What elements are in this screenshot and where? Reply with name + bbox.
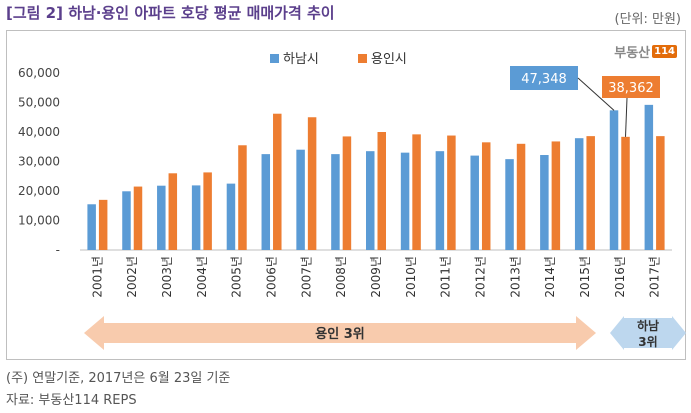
bar-yongin-12 xyxy=(516,143,526,250)
x-tick-label: 2013년 xyxy=(508,256,522,298)
x-tick-label: 2011년 xyxy=(439,256,453,298)
range-label-hanam-2: 3위 xyxy=(638,335,657,349)
bar-yongin-1 xyxy=(133,186,143,250)
bar-yongin-0 xyxy=(98,199,108,250)
bar-yongin-9 xyxy=(412,134,421,250)
x-tick-label: 2003년 xyxy=(160,256,174,298)
bar-hanam-10 xyxy=(435,151,445,250)
bar-hanam-14 xyxy=(574,138,584,250)
bar-hanam-3 xyxy=(191,185,201,250)
bar-hanam-15 xyxy=(609,110,619,251)
x-tick-label: 2017년 xyxy=(648,256,662,298)
source-logo: 부동산 114 xyxy=(614,42,677,61)
callout-box-yongin xyxy=(602,76,660,98)
x-tick-label: 2009년 xyxy=(369,256,383,298)
logo-text: 부동산 xyxy=(614,46,651,61)
x-tick-label: 2015년 xyxy=(578,256,592,298)
x-tick-label: 2001년 xyxy=(90,256,104,298)
callout-line-yongin xyxy=(625,97,628,137)
y-tick-label: - xyxy=(56,243,60,257)
bar-yongin-7 xyxy=(342,136,352,250)
y-tick-label: 30,000 xyxy=(18,155,60,169)
bar-hanam-16 xyxy=(644,104,654,250)
callout-box-hanam xyxy=(510,66,578,90)
x-tick-label: 2016년 xyxy=(613,256,627,298)
callout-line-hanam xyxy=(577,77,615,111)
x-tick-label: 2014년 xyxy=(543,256,557,298)
bar-hanam-9 xyxy=(400,152,410,250)
range-label-hanam-1: 하남 xyxy=(637,318,659,333)
bar-yongin-4 xyxy=(238,145,247,250)
range-label-yongin: 용인 3위 xyxy=(315,326,364,342)
legend-label: 하남시 xyxy=(283,52,319,67)
bar-hanam-4 xyxy=(226,183,236,250)
x-tick-label: 2007년 xyxy=(299,256,313,298)
range-arrow-hanam xyxy=(610,316,686,350)
bar-yongin-13 xyxy=(551,141,561,250)
bar-yongin-8 xyxy=(377,132,386,250)
bar-yongin-5 xyxy=(273,113,282,251)
y-tick-label: 10,000 xyxy=(18,214,60,228)
bar-hanam-1 xyxy=(122,191,131,250)
y-tick-label: 50,000 xyxy=(18,96,60,110)
bar-yongin-3 xyxy=(203,172,212,250)
footnote: (주) 연말기준, 2017년은 6월 23일 기준 xyxy=(6,371,231,386)
data-label-hanam-2016: 47,348 xyxy=(521,72,567,87)
x-tick-label: 2008년 xyxy=(334,256,348,298)
bar-hanam-0 xyxy=(87,204,96,250)
bar-hanam-5 xyxy=(261,154,271,250)
legend-swatch xyxy=(358,54,367,63)
x-tick-label: 2012년 xyxy=(473,256,487,298)
legend-swatch xyxy=(270,54,279,63)
y-tick-label: 20,000 xyxy=(18,184,60,198)
bar-hanam-12 xyxy=(505,159,514,250)
bar-yongin-11 xyxy=(481,142,491,250)
bar-hanam-13 xyxy=(540,155,549,250)
y-tick-label: 60,000 xyxy=(18,66,60,80)
bar-yongin-16 xyxy=(656,136,665,250)
x-tick-label: 2005년 xyxy=(230,256,244,298)
bar-hanam-7 xyxy=(331,154,340,250)
unit-label: (단위: 만원) xyxy=(614,12,682,27)
x-tick-label: 2006년 xyxy=(265,256,279,298)
x-tick-label: 2004년 xyxy=(195,256,209,298)
chart-title: [그림 2] 하남·용인 아파트 호당 평균 매매가격 추이 xyxy=(6,4,335,22)
x-tick-label: 2010년 xyxy=(404,256,418,298)
bar-yongin-6 xyxy=(307,117,317,250)
bar-yongin-14 xyxy=(586,136,595,250)
logo-box: 114 xyxy=(652,45,677,58)
bar-yongin-2 xyxy=(168,173,178,250)
legend-label: 용인시 xyxy=(371,52,407,67)
bar-yongin-10 xyxy=(447,135,456,250)
bar-hanam-8 xyxy=(366,151,375,250)
x-tick-label: 2002년 xyxy=(125,256,139,298)
y-tick-label: 40,000 xyxy=(18,125,60,139)
bar-hanam-6 xyxy=(296,149,305,250)
source-note: 자료: 부동산114 REPS xyxy=(6,393,137,408)
data-label-yongin-2016: 38,362 xyxy=(608,81,654,96)
range-arrow-yongin xyxy=(84,316,596,350)
bar-hanam-2 xyxy=(157,185,166,250)
bar-yongin-15 xyxy=(621,136,630,250)
bar-hanam-11 xyxy=(470,155,479,250)
